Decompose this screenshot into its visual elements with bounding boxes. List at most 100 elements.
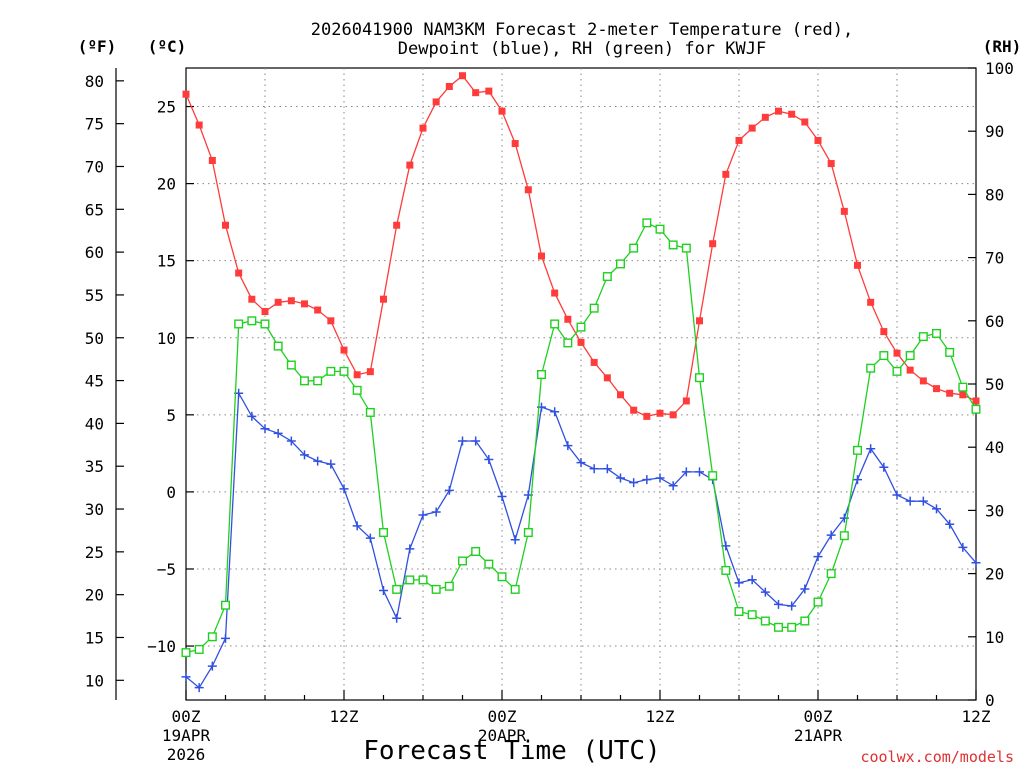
dewpoint-point bbox=[339, 484, 349, 494]
x-tick-date: 20APR bbox=[478, 726, 527, 745]
celsius-tick-label: −5 bbox=[157, 560, 176, 579]
credit-text[interactable]: coolwx.com/models bbox=[860, 748, 1014, 766]
chart-title-line1: 2026041900 NAM3KM Forecast 2-meter Tempe… bbox=[311, 20, 853, 40]
rh-point bbox=[444, 581, 454, 591]
rh-point bbox=[708, 471, 718, 481]
rh-point bbox=[932, 328, 942, 338]
celsius-tick-label: 25 bbox=[157, 98, 176, 117]
dewpoint-point bbox=[352, 521, 362, 531]
rh-point bbox=[273, 341, 283, 351]
temperature-point bbox=[682, 397, 690, 405]
temperature-point bbox=[274, 298, 282, 306]
dewpoint-point bbox=[313, 456, 323, 466]
fahrenheit-tick-label: 10 bbox=[85, 671, 104, 690]
rh-point bbox=[668, 240, 678, 250]
dewpoint-point bbox=[866, 444, 876, 454]
x-tick-label: 12Z bbox=[646, 707, 675, 726]
dewpoint-point bbox=[747, 575, 757, 585]
temperature-point bbox=[459, 72, 466, 80]
rh-tick-label: 80 bbox=[985, 185, 1004, 204]
fahrenheit-tick-label: 50 bbox=[85, 329, 104, 348]
dewpoint-point bbox=[945, 519, 955, 529]
rh-point bbox=[681, 243, 691, 253]
dewpoint-point bbox=[379, 586, 388, 596]
fahrenheit-tick-label: 65 bbox=[85, 200, 104, 219]
dewpoint-point bbox=[655, 473, 665, 483]
celsius-tick-label: 15 bbox=[157, 252, 176, 271]
rh-point bbox=[207, 632, 217, 642]
temperature-point bbox=[195, 121, 203, 129]
rh-tick-label: 90 bbox=[985, 122, 1004, 141]
temperature-point bbox=[353, 371, 361, 379]
celsius-tick-label: 5 bbox=[166, 406, 176, 425]
rh-point bbox=[326, 366, 336, 376]
dewpoint-point bbox=[905, 496, 915, 506]
dewpoint-point bbox=[444, 485, 454, 495]
temperature-point bbox=[709, 240, 717, 248]
temperature-point bbox=[748, 124, 756, 132]
rh-point bbox=[642, 218, 652, 228]
rh-point bbox=[484, 559, 494, 569]
temperature-point bbox=[538, 252, 545, 260]
temperature-point bbox=[590, 358, 598, 366]
rh-tick-label: 40 bbox=[985, 438, 1004, 457]
rh-point bbox=[247, 316, 257, 326]
fahrenheit-tick-label: 45 bbox=[85, 372, 104, 391]
rh-tick-label: 60 bbox=[985, 312, 1004, 331]
celsius-tick-label: 0 bbox=[166, 483, 176, 502]
rh-point bbox=[510, 584, 520, 594]
temperature-point bbox=[235, 269, 243, 277]
dewpoint-point bbox=[207, 661, 217, 671]
dewpoint-point bbox=[760, 587, 770, 597]
temperature-point bbox=[287, 297, 295, 305]
temperature-point bbox=[182, 90, 190, 98]
rh-point bbox=[695, 373, 705, 383]
temperature-point bbox=[564, 315, 572, 323]
dewpoint-point bbox=[695, 467, 704, 477]
temperature-point bbox=[498, 107, 506, 115]
dewpoint-point bbox=[286, 436, 296, 446]
fahrenheit-tick-label: 25 bbox=[85, 543, 104, 562]
rh-point bbox=[300, 376, 310, 386]
temperature-point bbox=[472, 89, 480, 97]
dewpoint-point bbox=[458, 436, 467, 446]
rh-tick-label: 10 bbox=[985, 628, 1004, 647]
rh-point bbox=[497, 572, 507, 582]
rh-point bbox=[813, 597, 823, 607]
dewpoint-point bbox=[273, 428, 283, 438]
rh-point bbox=[537, 370, 547, 380]
fahrenheit-tick-label: 40 bbox=[85, 414, 104, 433]
dewpoint-point bbox=[642, 475, 652, 485]
rh-point bbox=[629, 243, 639, 253]
rh-point bbox=[286, 360, 296, 370]
temperature-point bbox=[406, 161, 414, 169]
axis-layer: −10 −5 0 5 10 15 20 25 10 15 20 25 30 35 40 45 50 55 60 65 7… bbox=[85, 59, 1014, 764]
dewpoint-point bbox=[497, 492, 507, 502]
dewpoint-point bbox=[181, 672, 191, 682]
temperature-point bbox=[327, 317, 335, 325]
dewpoint-point bbox=[932, 504, 941, 514]
rh-point bbox=[721, 565, 731, 575]
temperature-point bbox=[840, 207, 848, 215]
rh-point bbox=[616, 259, 626, 269]
rh-point bbox=[655, 224, 665, 234]
rh-point bbox=[339, 366, 349, 376]
temperature-point bbox=[946, 389, 954, 397]
temperature-point bbox=[919, 377, 927, 385]
dewpoint-point bbox=[879, 462, 889, 472]
rh-point bbox=[905, 351, 915, 361]
temperature-point bbox=[880, 328, 888, 336]
x-tick-label: 00Z bbox=[804, 707, 833, 726]
temperature-point bbox=[551, 289, 559, 297]
temperature-point bbox=[603, 374, 611, 382]
rh-point bbox=[405, 575, 415, 585]
rh-point bbox=[602, 272, 612, 282]
rh-point bbox=[892, 366, 902, 376]
dewpoint-point bbox=[221, 633, 230, 643]
celsius-tick-label: 10 bbox=[157, 329, 176, 348]
temperature-point bbox=[761, 113, 769, 121]
series-layer bbox=[181, 72, 981, 693]
rh-point bbox=[747, 610, 757, 620]
rh-point bbox=[220, 600, 230, 610]
